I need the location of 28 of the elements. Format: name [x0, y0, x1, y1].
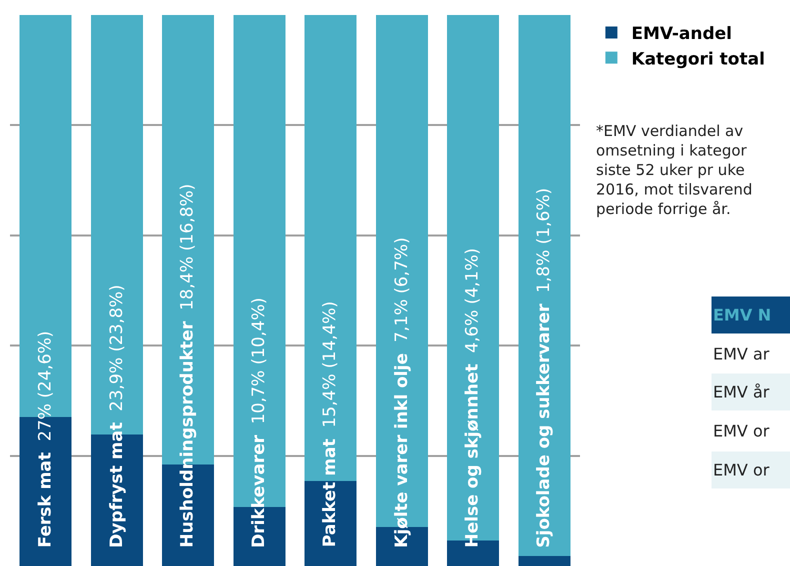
bar — [518, 556, 570, 566]
x-tick-label: Fersk mat — [36, 452, 56, 548]
text: 4,6% (4,1%) — [462, 248, 483, 353]
legend-label: EMV-andel — [631, 24, 732, 44]
x-tick-label: Pakket mat — [320, 438, 340, 548]
text: 7,1% (6,7%) — [392, 237, 412, 342]
x-tick-label: Drikkevarer — [248, 434, 269, 548]
text: 23,9% (23,8%) — [106, 284, 127, 412]
x-tick-label: Helse og skjønnhet — [462, 364, 483, 548]
text: EMV or — [713, 460, 770, 480]
text: EMV ar — [713, 344, 770, 364]
x-tick-label: Dypfryst mat — [106, 422, 127, 548]
legend-label: Kategori total — [631, 49, 765, 70]
text: 1,8% (1,6%) — [534, 188, 554, 293]
x-tick-label: Kjølte varer inkl olje — [392, 353, 412, 548]
text: EMV N — [713, 306, 772, 324]
x-tick-label: Sjokolade og sukkervarer — [534, 303, 554, 548]
x-tick-label: Husholdningsprodukter — [178, 320, 198, 548]
bar — [518, 15, 570, 556]
text: 15,4% (14,4%) — [320, 301, 340, 428]
text: *EMV verdiandel av omsetning i kategor siste 52 uker pr uke 2016, mot tilsvarend periode forrige år. — [596, 122, 752, 218]
text: 27% (24,6%) — [36, 330, 56, 442]
bar — [304, 15, 357, 482]
text: EMV or — [713, 422, 770, 440]
text: 18,4% (16,8%) — [178, 184, 198, 310]
text: 10,7% (10,4%) — [248, 297, 269, 424]
text: EMV år — [713, 382, 770, 402]
bar — [304, 481, 357, 566]
